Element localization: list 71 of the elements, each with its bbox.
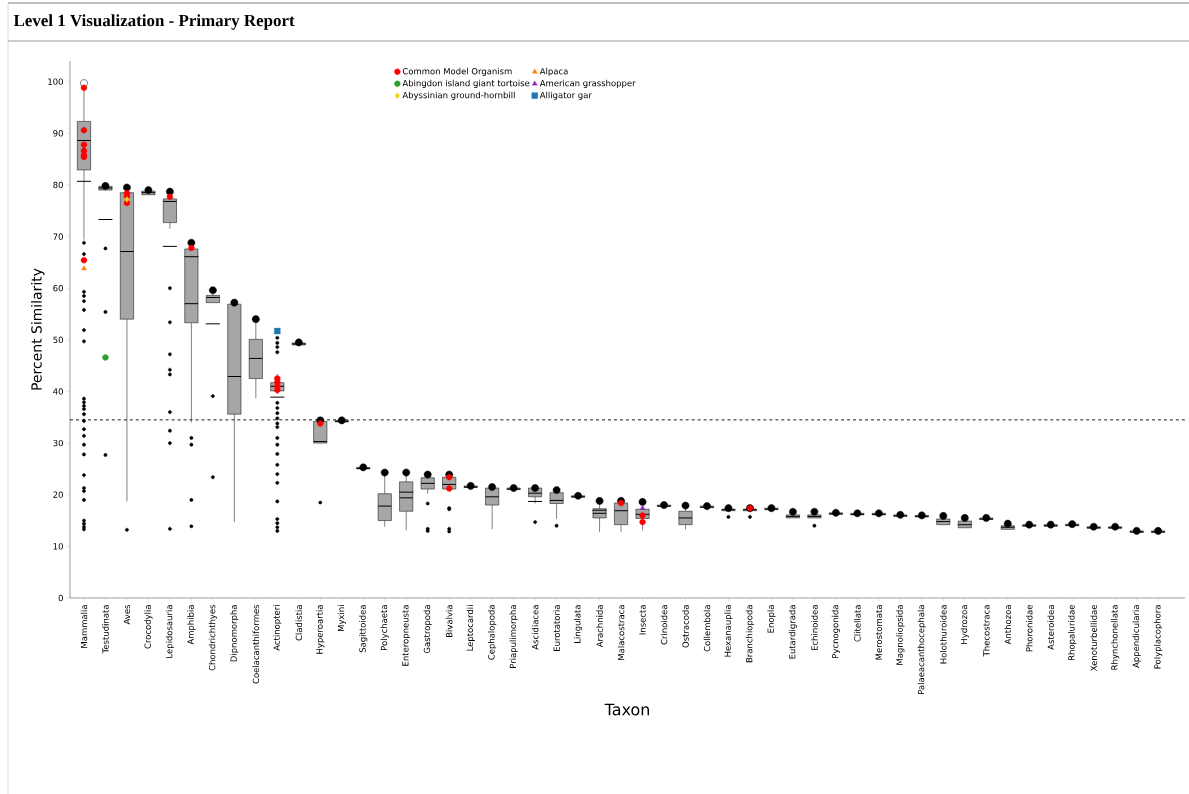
x-tick-label: Sagittoidea — [359, 605, 368, 653]
x-tick-label: Aves — [123, 604, 131, 625]
x-tick-label: Malacostraca — [617, 605, 625, 660]
x-tick-label: Anthozoa — [1004, 605, 1012, 645]
x-tick-label: Eutardigrada — [788, 605, 798, 659]
x-tick-label: Enopla — [767, 605, 776, 633]
y-tick-label: 70 — [53, 233, 63, 240]
x-tick-label: Cephalopoda — [488, 605, 497, 660]
x-tick-label: Merostomata — [875, 605, 882, 660]
legend-label: Abyssinian ground-hornbill — [402, 91, 515, 100]
x-tick-label: Eurotatoria — [553, 605, 560, 651]
x-tick-label: Asteroidea — [1047, 605, 1054, 650]
x-tick-label: Crinoidea — [660, 605, 668, 645]
x-tick-label: Chondrichthyes — [208, 604, 217, 671]
x-tick-label: Mammalia — [80, 605, 88, 648]
x-tick-label: Hyperoartia — [316, 605, 325, 654]
x-tick-label: Actinopteri — [273, 605, 282, 651]
x-tick-label: Rhynchonellata — [1111, 605, 1120, 670]
x-tick-label: Magnoliopsida — [896, 605, 905, 665]
legend-label: Abingdon island giant tortoise — [402, 79, 530, 88]
x-tick-label: Phoronidae — [1025, 604, 1033, 652]
x-tick-label: Insecta — [639, 605, 646, 635]
x-tick-label: Gastropoda — [423, 605, 432, 654]
x-tick-label: Crocodylia — [144, 605, 153, 649]
x-tick-label: Ostracoda — [682, 605, 689, 648]
y-axis-title: Percent Similarity — [30, 268, 45, 390]
x-tick-label: Lingulata — [573, 605, 583, 643]
x-tick-label: Clitellata — [854, 605, 861, 642]
x-tick-label: Xenoturbellidae — [1090, 604, 1097, 672]
x-tick-label: Branchiopoda — [745, 605, 755, 663]
x-tick-label: Polychaeta — [380, 605, 389, 650]
legend-label: Alpaca — [539, 67, 568, 77]
x-tick-label: Coelacanthiformes — [252, 604, 260, 684]
x-tick-label: Bivalvia — [445, 605, 453, 637]
x-tick-label: Polyplacophora — [1154, 605, 1163, 669]
x-tick-label: Arachnida — [596, 605, 603, 648]
x-tick-label: Appendicularia — [1132, 605, 1141, 668]
x-tick-label: Rhopaluridae — [1068, 604, 1077, 661]
x-tick-label: Ascidiacea — [531, 605, 539, 650]
x-axis-title: Taxon — [604, 703, 649, 716]
chart-title: Level 1 Visualization - Primary Report — [13, 14, 295, 30]
y-tick-label: 0 — [58, 594, 63, 602]
legend-label: Common Model Organism — [402, 67, 512, 77]
x-tick-label: Amphibia — [187, 605, 196, 645]
y-tick-label: 40 — [53, 388, 63, 395]
x-tick-label: Myxini — [337, 605, 346, 632]
x-tick-label: Lepidosauria — [165, 605, 174, 658]
x-tick-label: Priapulimorpha — [509, 605, 518, 668]
y-tick-label: 60 — [53, 284, 63, 292]
y-tick-label: 10 — [53, 543, 63, 550]
x-tick-label: Cladistia — [295, 605, 303, 641]
x-tick-label: Thecostraca — [982, 605, 990, 657]
legend-label: Alligator gar — [539, 91, 592, 100]
y-tick-label: 50 — [53, 336, 63, 344]
x-tick-label: Dipnomorpha — [230, 605, 239, 662]
y-tick-label: 90 — [53, 130, 63, 137]
x-tick-label: Pycnogonida — [831, 605, 840, 658]
x-tick-label: Leptocardii — [466, 605, 475, 651]
y-tick-label: 20 — [53, 491, 63, 498]
legend-label: American grasshopper — [539, 79, 636, 88]
x-tick-label: Hydrozoa — [960, 605, 969, 644]
y-tick-label: 100 — [48, 78, 63, 85]
x-tick-label: Collembola — [703, 605, 711, 652]
x-tick-label: Echinoidea — [811, 605, 818, 651]
x-tick-label: Palaeacanthocephala — [917, 605, 926, 694]
y-tick-label: 30 — [53, 439, 63, 447]
x-tick-label: Enteropneusta — [402, 605, 411, 666]
y-tick-label: 80 — [53, 181, 63, 189]
x-tick-label: Holothuroidea — [940, 605, 947, 664]
x-tick-label: Testudinata — [102, 605, 109, 654]
x-tick-label: Hexanauplia — [724, 605, 733, 657]
